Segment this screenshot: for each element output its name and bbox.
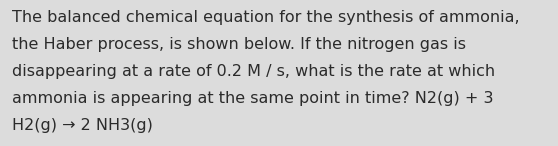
Text: H2(g) → 2 NH3(g): H2(g) → 2 NH3(g) bbox=[12, 118, 153, 133]
Text: disappearing at a rate of 0.2 M / s, what is the rate at which: disappearing at a rate of 0.2 M / s, wha… bbox=[12, 64, 496, 79]
Text: the Haber process, is shown below. If the nitrogen gas is: the Haber process, is shown below. If th… bbox=[12, 37, 466, 52]
Text: ammonia is appearing at the same point in time? N2(g) + 3: ammonia is appearing at the same point i… bbox=[12, 91, 494, 106]
Text: The balanced chemical equation for the synthesis of ammonia,: The balanced chemical equation for the s… bbox=[12, 10, 520, 25]
